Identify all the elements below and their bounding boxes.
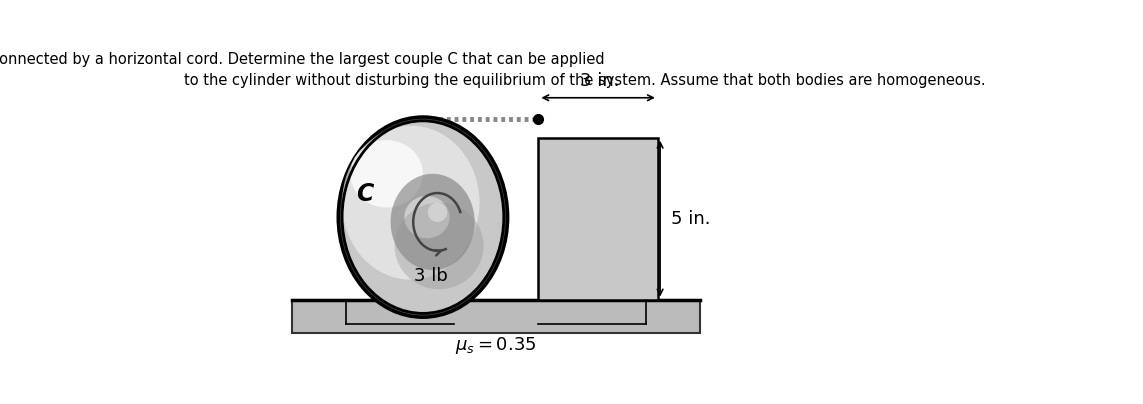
FancyBboxPatch shape (538, 138, 657, 299)
Text: The cylinder and the block are connected by a horizontal cord. Determine the lar: The cylinder and the block are connected… (0, 52, 605, 67)
Ellipse shape (350, 140, 423, 208)
Text: 3 in.: 3 in. (581, 72, 620, 90)
Ellipse shape (391, 174, 474, 270)
FancyBboxPatch shape (291, 299, 701, 332)
Ellipse shape (342, 121, 504, 314)
Text: 3 lb: 3 lb (581, 210, 615, 227)
Ellipse shape (394, 203, 483, 289)
Text: C: C (357, 182, 374, 206)
Text: 3 lb: 3 lb (414, 267, 448, 285)
Ellipse shape (342, 126, 480, 280)
Ellipse shape (427, 203, 447, 222)
Text: $\mu_s = 0.35$: $\mu_s = 0.35$ (455, 335, 537, 356)
Text: to the cylinder without disturbing the equilibrium of the system. Assume that bo: to the cylinder without disturbing the e… (184, 73, 986, 88)
Text: 5 in.: 5 in. (671, 210, 710, 227)
Ellipse shape (405, 196, 449, 238)
Ellipse shape (338, 117, 507, 317)
